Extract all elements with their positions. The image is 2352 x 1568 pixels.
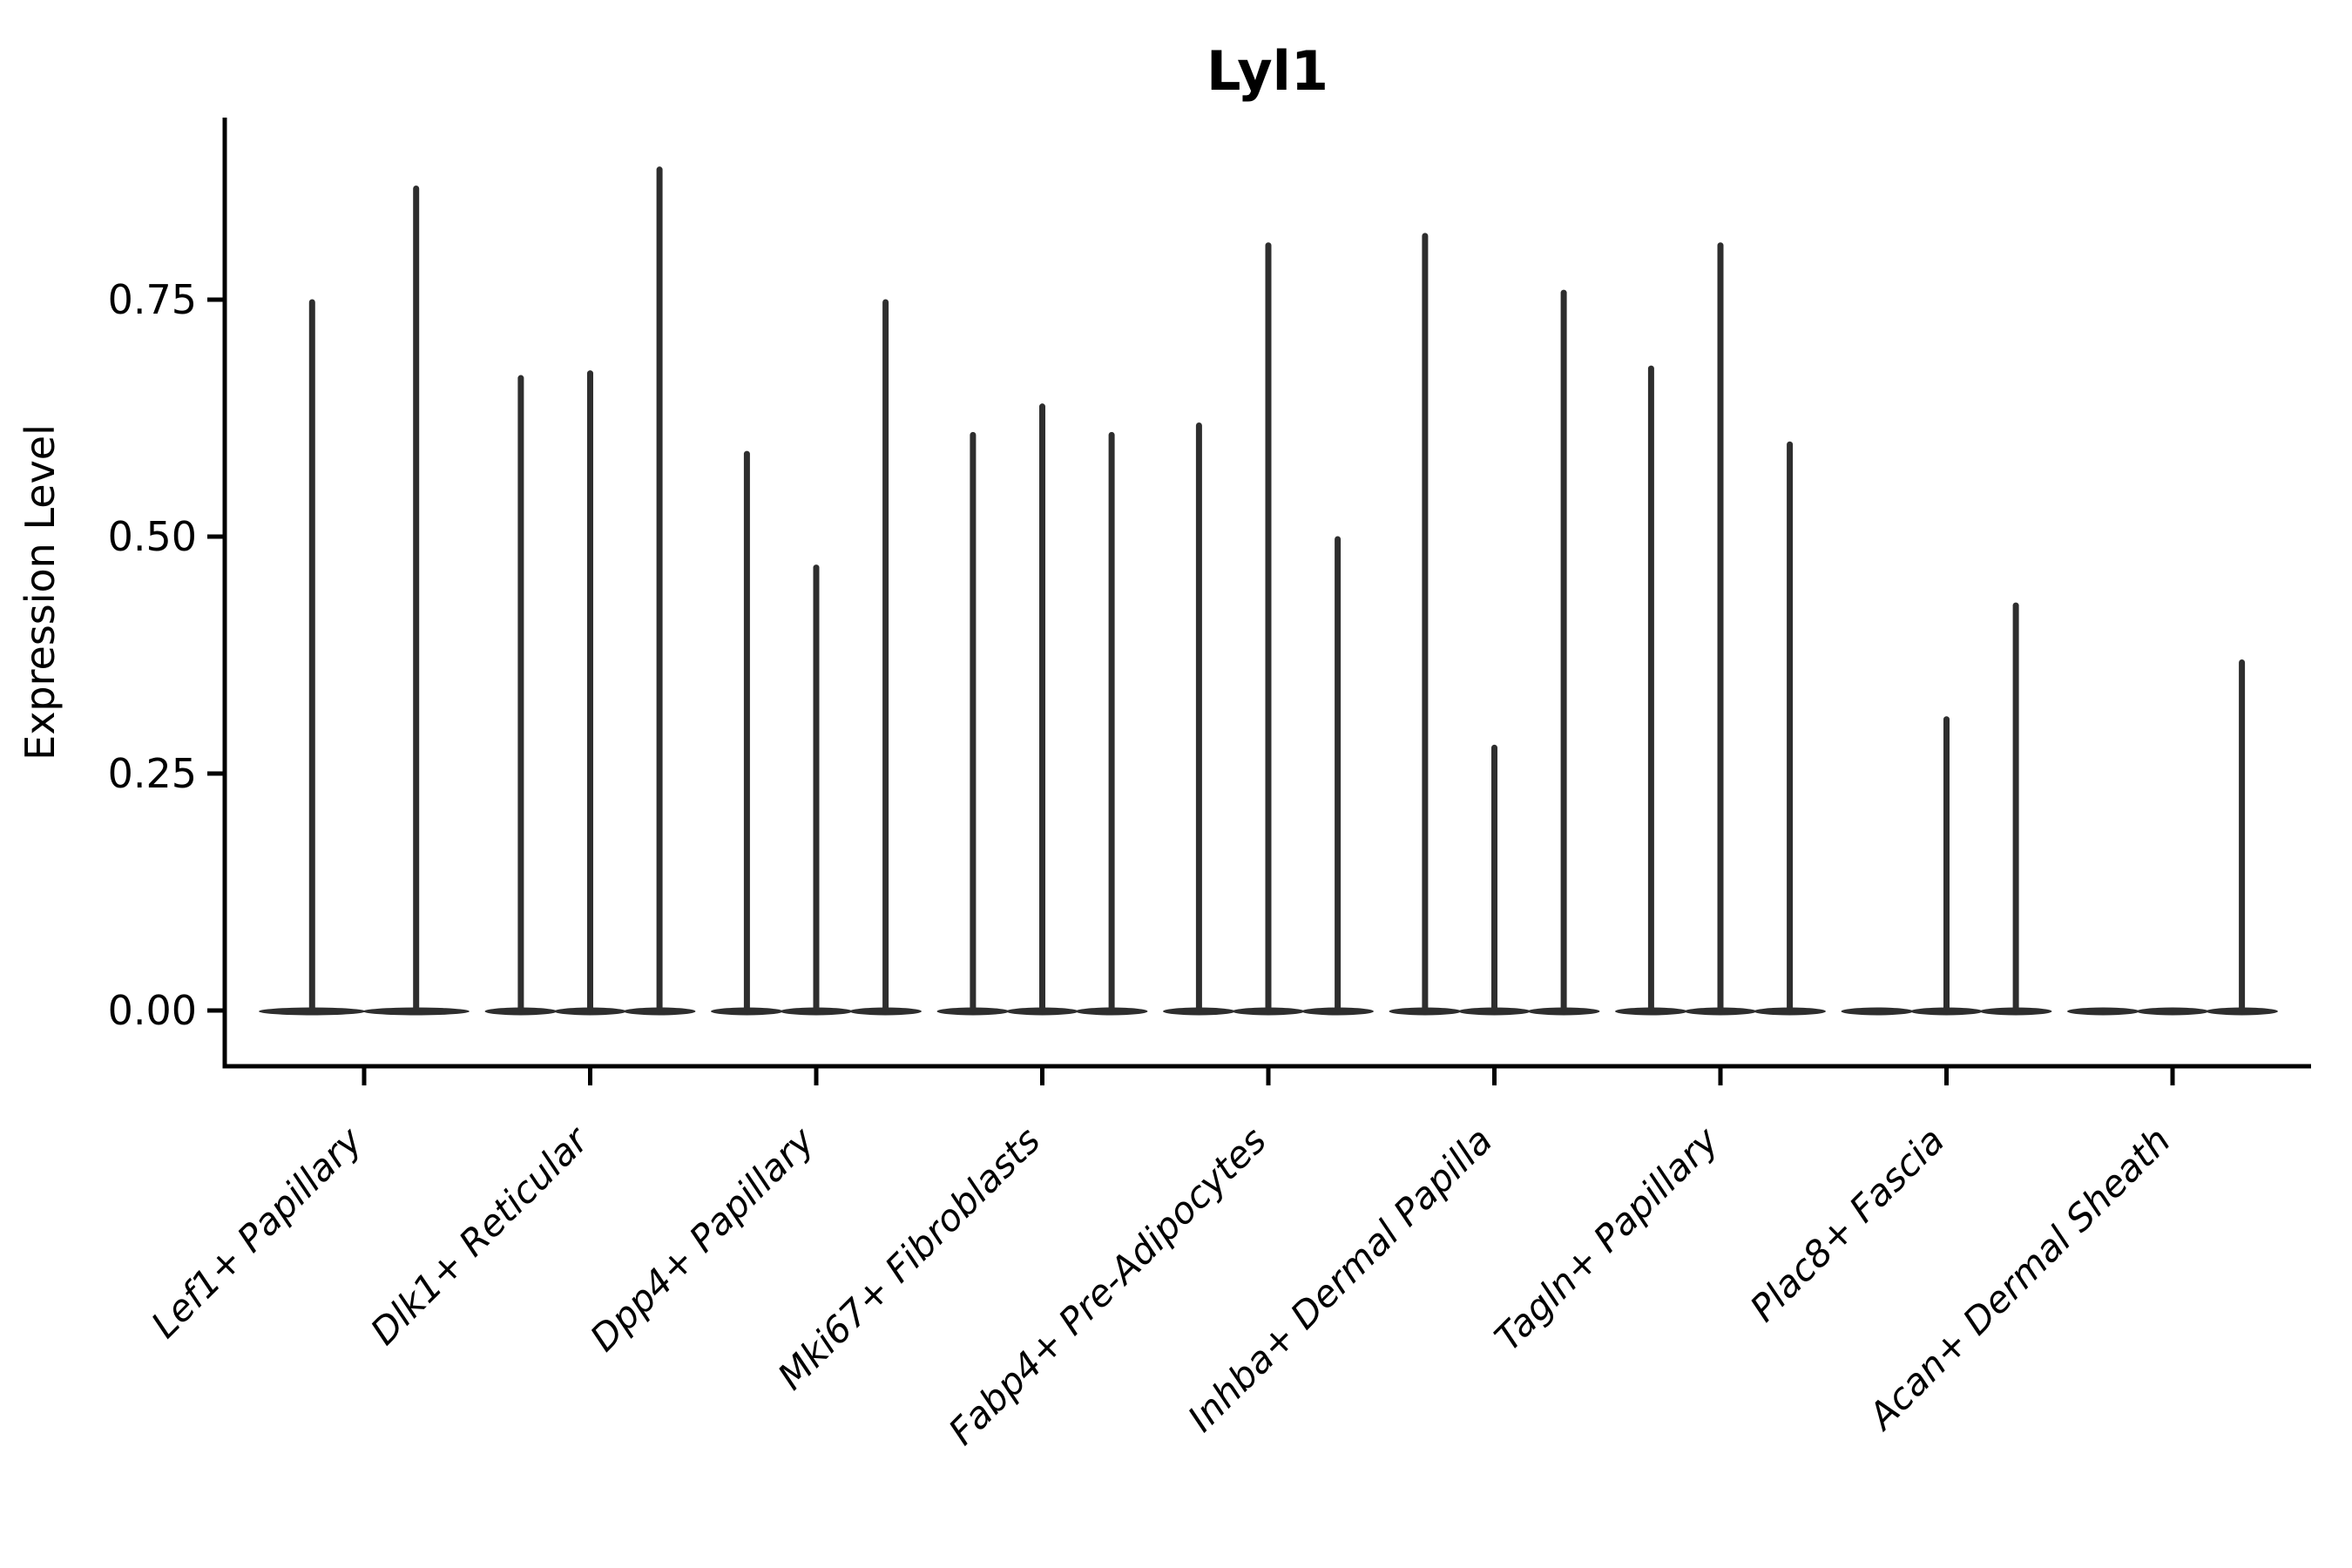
violin-body [1841, 1007, 1914, 1016]
x-tick-label: Dlk1+ Reticular [362, 1117, 598, 1353]
violins-layer [259, 166, 2278, 1016]
y-tick-label: 0.50 [108, 513, 197, 560]
x-tick-label: Lef1+ Papillary [143, 1119, 371, 1347]
x-tick-label: Dpp4+ Papillary [582, 1119, 823, 1360]
y-tick-label: 0.25 [108, 750, 197, 797]
violin-body [2067, 1007, 2139, 1016]
y-tick-label: 0.75 [108, 276, 197, 323]
violin-body [2136, 1007, 2209, 1016]
x-tick-label: Plac8+ Fascia [1741, 1119, 1952, 1329]
chart-title: Lyl1 [1206, 39, 1328, 103]
y-tick-label: 0.00 [108, 987, 197, 1034]
y-axis-title: Expression Level [17, 424, 64, 760]
x-tick-label: Tagln+ Papillary [1486, 1119, 1727, 1360]
